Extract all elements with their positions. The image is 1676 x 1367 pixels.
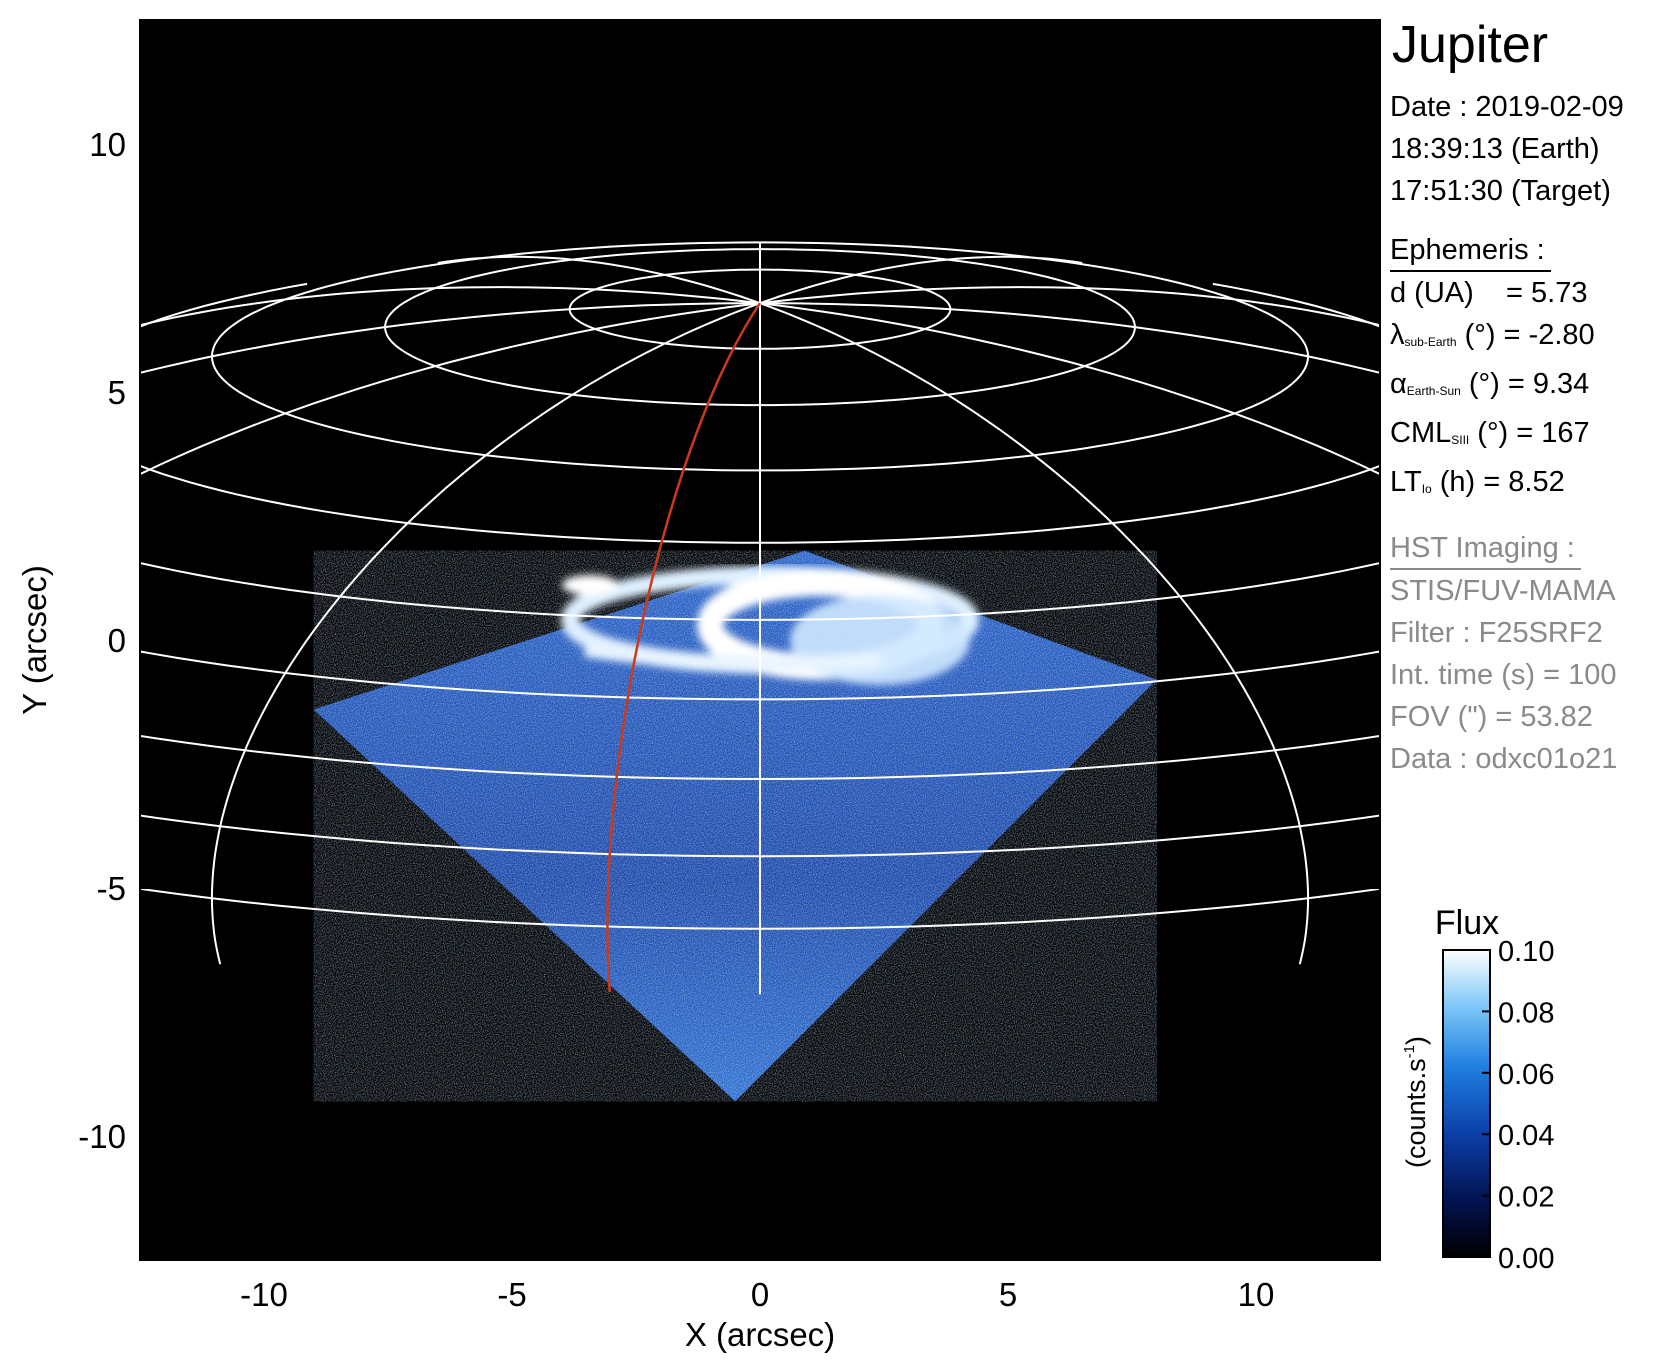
planet-name: Jupiter xyxy=(1392,16,1549,74)
longitude-line xyxy=(759,255,1083,305)
cml-value: (°) = 167 xyxy=(1469,417,1590,449)
target-time: 17:51:30 (Target) xyxy=(1390,175,1611,207)
sub-earth-latitude: λsub-Earth (°) = -2.80 xyxy=(1390,314,1676,363)
x-tick-label: -10 xyxy=(240,1276,288,1313)
x-tick-label: 5 xyxy=(999,1276,1017,1313)
io-local-time: LTIo (h) = 8.52 xyxy=(1390,461,1676,510)
image-noise xyxy=(313,550,1157,1102)
y-axis-title: Y (arcsec) xyxy=(16,565,53,715)
colorbar-tick-label: 0.00 xyxy=(1498,1243,1554,1275)
colorbar-unit-exponent: -1 xyxy=(1401,1045,1418,1058)
colorbar-ramp xyxy=(1442,949,1491,1258)
auroral-arc-south xyxy=(583,643,881,671)
y-tick-label: -10 xyxy=(78,1118,126,1155)
longitude-line xyxy=(437,255,761,305)
x-tick-label: -5 xyxy=(497,1276,526,1313)
longitude-line xyxy=(140,286,761,327)
hst-imaging-heading: HST Imaging : xyxy=(1390,528,1581,570)
planet-grid xyxy=(140,241,1380,995)
colorbar-tick-label: 0.04 xyxy=(1498,1120,1554,1152)
lambda-subscript: sub-Earth xyxy=(1404,335,1457,349)
colorbar-unit-label: (counts.s-1) xyxy=(1401,1036,1431,1168)
longitude-line xyxy=(210,302,761,965)
data-id: Data : odxc01o21 xyxy=(1390,743,1618,775)
auroral-emission xyxy=(561,566,979,685)
colorbar-unit-close: ) xyxy=(1401,1036,1431,1045)
colorbar-tick-label: 0.06 xyxy=(1498,1059,1554,1091)
x-tick-label: 0 xyxy=(751,1276,769,1313)
x-tick-label: 10 xyxy=(1238,1276,1275,1313)
colorbar-ticks: 0.10 0.08 0.06 0.04 0.02 0.00 xyxy=(1482,936,1554,1275)
central-meridian-line xyxy=(606,302,762,993)
cml-subscript: SIII xyxy=(1451,433,1470,447)
alpha-subscript: Earth-Sun xyxy=(1406,384,1461,398)
lambda-symbol: λ xyxy=(1390,319,1405,351)
y-tick-label: 10 xyxy=(89,126,126,163)
colorbar: Flux 0.10 0.08 0.06 0.04 0.02 0.00 (counts.s-… xyxy=(1401,904,1554,1275)
y-tick-label: 0 xyxy=(108,622,126,659)
ephemeris-heading: Ephemeris : xyxy=(1390,230,1551,272)
y-tick-label: 5 xyxy=(108,374,126,411)
lt-subscript: Io xyxy=(1421,482,1432,496)
y-axis: 10 5 0 -5 -10 xyxy=(78,126,1380,1155)
earth-time: 18:39:13 (Earth) xyxy=(1390,133,1600,165)
longitude-line xyxy=(140,302,760,374)
longitude-line xyxy=(759,302,1310,965)
lambda-value: (°) = -2.80 xyxy=(1456,319,1595,351)
longitude-line xyxy=(759,286,1380,327)
longitude-line xyxy=(140,302,761,476)
integration-time: Int. time (s) = 100 xyxy=(1390,659,1617,691)
observation-date: Date : 2019-02-09 xyxy=(1390,91,1624,123)
alpha-symbol: α xyxy=(1390,368,1407,400)
observation-image xyxy=(140,241,1380,1102)
colorbar-tick-label: 0.10 xyxy=(1498,936,1554,968)
lt-value: (h) = 8.52 xyxy=(1431,466,1565,498)
colorbar-tick-label: 0.02 xyxy=(1498,1182,1554,1214)
phase-angle: αEarth-Sun (°) = 9.34 xyxy=(1390,363,1676,412)
longitude-line xyxy=(760,302,1380,374)
info-panel: Jupiter Date : 2019-02-09 18:39:13 (Eart… xyxy=(1390,14,1676,780)
distance-value: d (UA) = 5.73 xyxy=(1390,277,1588,309)
cml-symbol: CML xyxy=(1390,417,1452,449)
filter: Filter : F25SRF2 xyxy=(1390,617,1603,649)
x-axis: -10 -5 0 5 10 xyxy=(240,20,1274,1313)
y-tick-label: -5 xyxy=(97,870,126,907)
x-axis-title: X (arcsec) xyxy=(685,1316,835,1353)
colorbar-title: Flux xyxy=(1435,904,1499,942)
colorbar-unit-text: (counts.s xyxy=(1401,1058,1431,1168)
polar-emission xyxy=(790,595,970,685)
longitude-line xyxy=(759,302,1380,476)
auroral-spot-west xyxy=(562,575,618,595)
alpha-value: (°) = 9.34 xyxy=(1460,368,1590,400)
colorbar-tick-label: 0.08 xyxy=(1498,997,1554,1029)
field-of-view: FOV (") = 53.82 xyxy=(1390,701,1593,733)
central-meridian-longitude: CMLSIII (°) = 167 xyxy=(1390,412,1676,461)
instrument: STIS/FUV-MAMA xyxy=(1390,575,1616,607)
lt-symbol: LT xyxy=(1390,466,1422,498)
